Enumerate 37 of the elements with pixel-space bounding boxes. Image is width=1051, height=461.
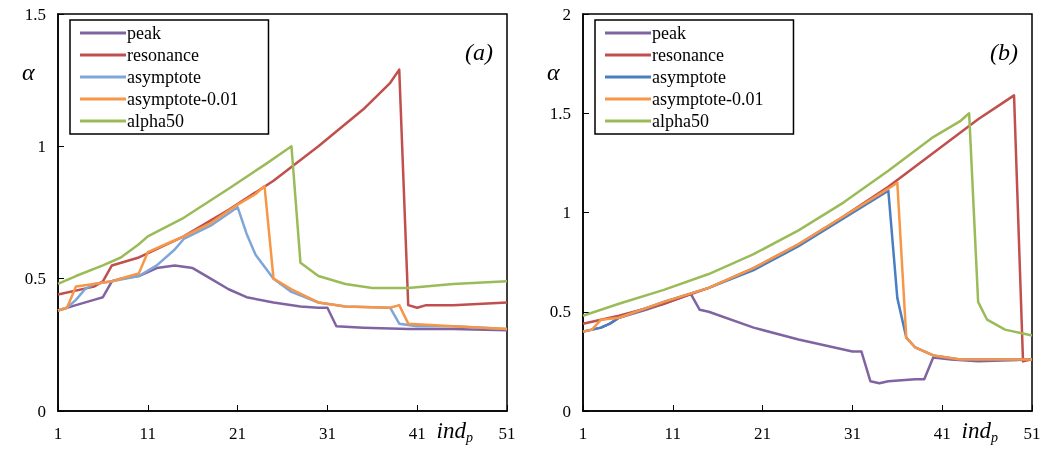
- x-tick-label: 1: [53, 424, 63, 443]
- x-tick-label: 11: [664, 424, 681, 443]
- legend-label: asymptote: [127, 67, 201, 87]
- x-tick-label: 31: [318, 424, 336, 443]
- legend-label: asymptote-0.01: [127, 89, 239, 109]
- line-series: [581, 112, 1034, 337]
- x-tick-label: 51: [1023, 424, 1041, 443]
- y-tick-label: 1: [37, 136, 46, 156]
- y-tick-label: 0: [562, 401, 571, 421]
- annotation: (a): [465, 39, 494, 65]
- x-tick-label: 1: [578, 424, 588, 443]
- legend-label: resonance: [652, 45, 724, 65]
- y-tick-label: 1.5: [549, 103, 571, 123]
- y-tick-label: 0.5: [549, 302, 571, 322]
- legend-label: alpha50: [652, 111, 709, 131]
- x-tick-label: 41: [408, 424, 426, 443]
- x-tick-label: 51: [498, 424, 516, 443]
- y-tick-label: 0: [37, 401, 46, 421]
- legend-label: alpha50: [127, 111, 184, 131]
- y-tick-label: 2: [562, 4, 571, 24]
- legend-label: asymptote-0.01: [652, 89, 764, 109]
- annotation: (b): [990, 39, 1019, 65]
- x-tick-label: 41: [933, 424, 951, 443]
- y-axis-title: α: [22, 59, 35, 85]
- legend-label: peak: [127, 23, 161, 43]
- x-tick-label: 11: [139, 424, 156, 443]
- x-tick-label: 21: [229, 424, 247, 443]
- x-tick-label: 21: [754, 424, 772, 443]
- legend-label: asymptote: [652, 67, 726, 87]
- y-tick-label: 1.5: [24, 4, 46, 24]
- legend-label: resonance: [127, 45, 199, 65]
- line-series: [56, 145, 509, 290]
- y-tick-label: 0.5: [24, 269, 46, 289]
- legend-label: peak: [652, 23, 686, 43]
- x-tick-label: 31: [843, 424, 861, 443]
- y-tick-label: 1: [562, 203, 571, 222]
- y-axis-title: α: [547, 59, 560, 85]
